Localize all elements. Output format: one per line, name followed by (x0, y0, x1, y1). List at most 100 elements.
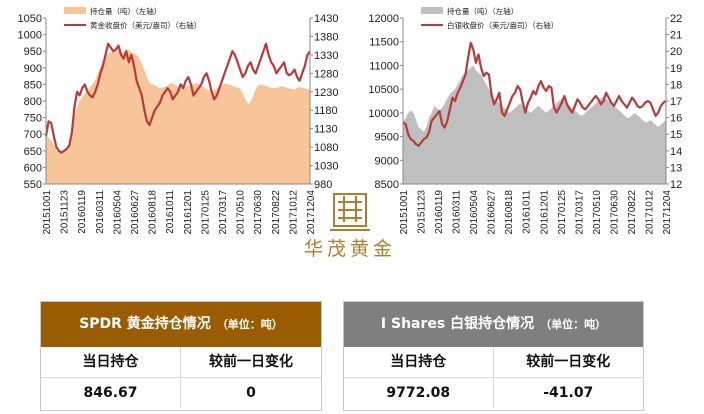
silver-right-tick-label: 22 (670, 13, 682, 25)
silver-right-tick-label: 14 (670, 146, 682, 158)
silver-right-tick-label: 12 (670, 179, 682, 191)
gold-left-tick-label: 650 (24, 146, 42, 158)
silver-legend-line-label: 白银收盘价（美元/盎司）（右轴） (447, 20, 558, 30)
gold-x-tick-label: 20160627 (130, 190, 141, 235)
gold-x-tick-label: 20160504 (112, 190, 123, 235)
silver-x-tick-label: 20151123 (417, 190, 428, 234)
gold-x-tick-label: 20160311 (95, 190, 106, 234)
silver-right-tick-label: 21 (670, 30, 682, 42)
silver-right-tick-label: 19 (670, 63, 682, 75)
gold-col-holding-header: 当日持仓 (41, 347, 181, 378)
gold-right-tick-label: 1280 (314, 68, 338, 80)
gold-left-tick-label: 1000 (18, 30, 42, 42)
gold-x-tick-label: 20170822 (271, 190, 282, 235)
gold-right-tick-label: 980 (314, 179, 332, 191)
gold-holdings-area (46, 49, 310, 184)
silver-left-tick-label: 12000 (368, 13, 399, 25)
silver-left-tick-label: 10000 (368, 108, 399, 120)
gold-left-tick-label: 900 (24, 63, 42, 75)
gold-x-tick-label: 20151123 (60, 190, 71, 234)
silver-x-tick-label: 20170822 (627, 190, 638, 235)
silver-right-tick-label: 15 (670, 129, 682, 141)
gold-change-value: 0 (246, 385, 256, 401)
gold-table-title: SPDR 黄金持仓情况 (79, 316, 211, 332)
gold-left-tick-label: 550 (24, 179, 42, 191)
silver-right-tick-label: 16 (670, 113, 682, 125)
silver-legend-area-swatch (421, 7, 443, 14)
silver-holding-value: 9772.08 (344, 378, 494, 408)
gold-col-change-header: 较前一日变化 (181, 347, 321, 378)
silver-left-tick-label: 9000 (375, 155, 399, 167)
gold-x-tick-label: 20171012 (288, 190, 299, 235)
gold-left-tick-label: 750 (24, 113, 42, 125)
gold-price-line (44, 42, 311, 154)
gold-left-tick-label: 850 (24, 79, 42, 91)
gold-legend-area-label: 持仓量（吨）（左轴） (90, 6, 161, 16)
gold-left-tick-label: 600 (24, 162, 42, 174)
gold-table-header: SPDR 黄金持仓情况 （单位：吨） (41, 302, 321, 347)
gold-right-tick-label: 1380 (314, 31, 338, 43)
gold-x-tick-label: 20161011 (165, 190, 176, 234)
gold-right-tick-label: 1430 (314, 13, 338, 25)
silver-right-tick-label: 13 (670, 162, 682, 174)
silver-x-tick-label: 20160627 (487, 190, 498, 235)
logo-text: 华茂黄金 (303, 238, 396, 260)
silver-left-tick-label: 11500 (369, 37, 399, 49)
gold-right-tick-label: 1230 (314, 87, 338, 99)
silver-x-tick-label: 20170125 (557, 190, 568, 235)
silver-x-tick-label: 20171012 (644, 190, 655, 235)
gold-x-tick-label: 20161201 (183, 190, 194, 235)
gold-holdings-table: SPDR 黄金持仓情况 （单位：吨） 当日持仓 较前一日变化 846.67 0 (40, 301, 322, 411)
gold-legend-line-label: 黄金收盘价（美元/盎司）（右轴） (90, 20, 201, 30)
gold-right-tick-label: 1330 (314, 50, 338, 62)
silver-x-tick-label: 20170317 (574, 190, 585, 235)
gold-left-tick-label: 1050 (18, 13, 42, 25)
gold-right-tick-label: 1080 (314, 142, 338, 154)
silver-x-tick-label: 20170510 (592, 190, 603, 235)
silver-table-header: I Shares 白银持仓情况 （单位：吨） (344, 302, 643, 347)
silver-price-line (402, 41, 667, 147)
gold-left-tick-label: 700 (24, 129, 42, 141)
silver-left-tick-label: 10500 (368, 84, 399, 96)
silver-holdings-area (403, 65, 666, 184)
silver-x-tick-label: 20151001 (399, 190, 410, 235)
silver-right-tick-label: 17 (670, 96, 682, 108)
gold-table-unit: （单位：吨） (216, 318, 283, 331)
silver-col-change-header: 较前一日变化 (493, 347, 643, 378)
gold-x-tick-label: 20170510 (236, 190, 247, 235)
gold-right-tick-label: 1180 (314, 105, 338, 117)
gold-left-tick-label: 950 (24, 46, 42, 58)
silver-x-tick-label: 20161011 (522, 190, 533, 234)
gold-x-tick-label: 20171204 (306, 190, 317, 235)
gold-legend-area-swatch (64, 7, 86, 14)
silver-x-tick-label: 20160311 (452, 190, 463, 234)
silver-holdings-table: I Shares 白银持仓情况 （单位：吨） 当日持仓 较前一日变化 9772.0… (343, 301, 644, 411)
silver-left-tick-label: 11000 (369, 60, 399, 72)
gold-x-tick-label: 20170317 (218, 190, 229, 235)
gold-x-tick-label: 20160119 (77, 190, 88, 234)
silver-col-holding-header: 当日持仓 (344, 347, 494, 378)
gold-left-tick-label: 800 (24, 96, 42, 108)
silver-change-value: -41.07 (543, 385, 594, 401)
gold-right-tick-label: 1030 (314, 161, 338, 173)
silver-x-tick-label: 20160119 (434, 190, 445, 234)
silver-legend-area-label: 持仓量（吨）（左轴） (447, 6, 518, 16)
charts-area: 550 600 650 700 750 800 850 900 950 1000 1050 980 10… (18, 6, 683, 235)
silver-x-tick-label: 20160504 (469, 190, 480, 235)
silver-right-tick-label: 20 (670, 46, 682, 58)
silver-x-tick-label: 20170630 (609, 190, 620, 235)
gold-x-tick-label: 20151001 (42, 190, 53, 235)
gold-holding-value: 846.67 (41, 378, 181, 408)
silver-table-unit: （单位：吨） (540, 318, 607, 331)
gold-right-tick-label: 1130 (314, 124, 338, 136)
silver-x-tick-label: 20160818 (504, 190, 515, 235)
silver-right-tick-label: 18 (670, 79, 682, 91)
gold-x-tick-label: 20160818 (148, 190, 159, 235)
silver-table-title: I Shares 白银持仓情况 (380, 316, 535, 332)
silver-left-tick-label: 8500 (375, 179, 399, 191)
silver-x-tick-label: 20161201 (539, 190, 550, 235)
logo-emblem-icon (330, 193, 370, 231)
gold-x-tick-label: 20170125 (200, 190, 211, 235)
brand-logo: 华茂黄金 (300, 188, 400, 268)
silver-left-tick-label: 9500 (375, 132, 399, 144)
